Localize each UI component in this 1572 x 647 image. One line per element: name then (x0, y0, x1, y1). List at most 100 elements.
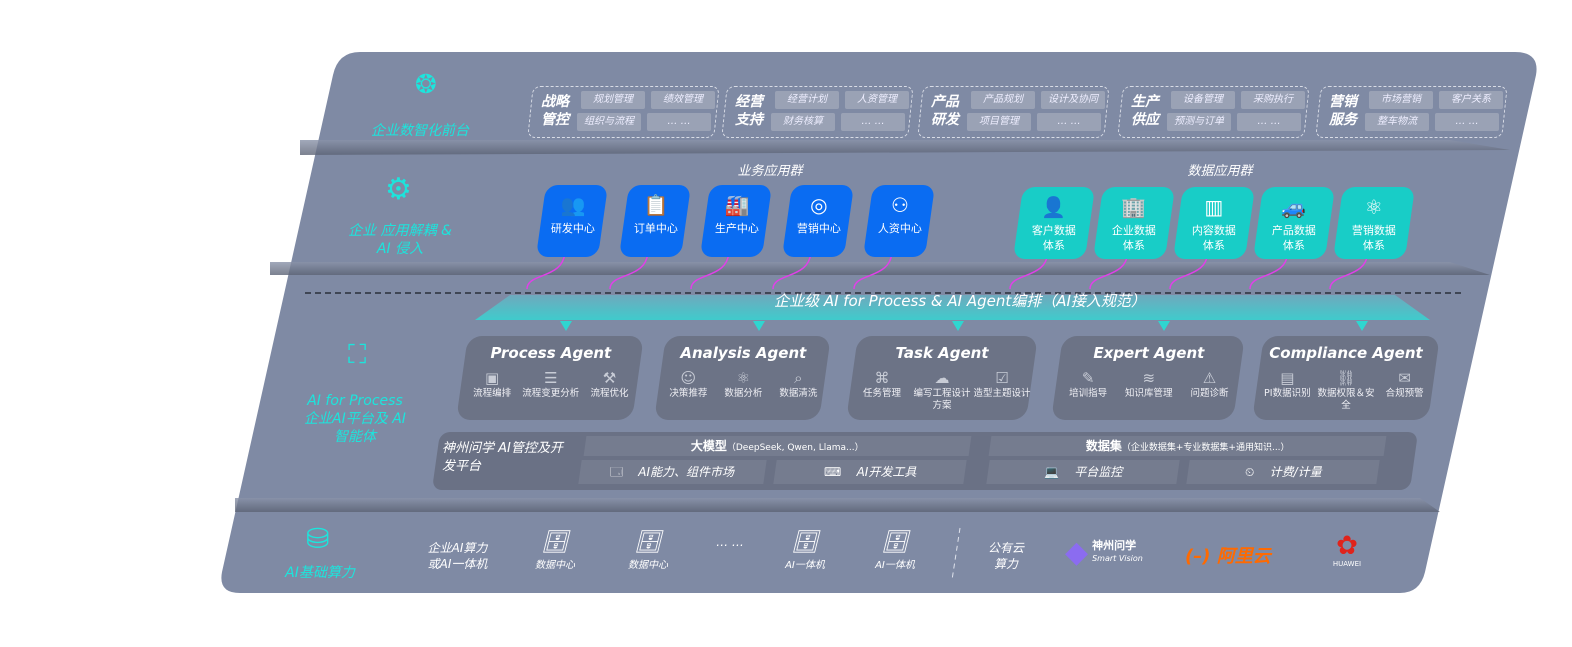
front-group: 生产供应 设备管理 采购执行 预测与订单 … … (1117, 86, 1310, 138)
agent-capability[interactable]: ⚛ 数据分析 (716, 368, 770, 400)
business-app-label: 研发中心 (550, 222, 595, 235)
front-chip[interactable]: … … (1435, 113, 1499, 131)
infra-item: 🗄 数据中心 (525, 530, 585, 571)
front-chip[interactable]: … … (647, 113, 711, 131)
front-chip[interactable]: 采购执行 (1241, 91, 1305, 109)
data-app-card[interactable]: ▥ 内容数据体系 (1172, 187, 1256, 259)
capability-icon: ≋ (1142, 369, 1156, 387)
diamond-logo-icon: ◆ (1065, 535, 1089, 570)
front-chip[interactable]: 客户关系 (1439, 91, 1503, 109)
agent-capability[interactable]: ⚒ 流程优化 (580, 368, 638, 400)
atom-icon: ⚛ (1364, 195, 1383, 219)
vendor-name: 阿里云 (1216, 546, 1271, 567)
capability-icon: ✎ (1081, 369, 1095, 387)
market-button[interactable]: 🗔 AI能力、组件市场 (578, 460, 767, 484)
agent-capability[interactable]: ⌘ 任务管理 (852, 368, 911, 412)
vendor-sub: Smart Vision (1092, 554, 1143, 563)
agent-capability[interactable]: ☰ 流程变更分析 (522, 368, 580, 400)
agent-capability[interactable]: ✉ 合规预警 (1376, 368, 1434, 412)
front-chip[interactable]: 财务核算 (771, 113, 835, 131)
agent-card[interactable]: Expert Agent ✎ 培训指导 ≋ 知识库管理 ⚠ 问题诊断 (1051, 336, 1245, 420)
agent-capability[interactable]: ☺ 决策推荐 (661, 368, 715, 400)
business-app-card[interactable]: 🏭 生产中心 (699, 185, 773, 257)
front-chip[interactable]: … … (1037, 113, 1101, 131)
agent-capability[interactable]: ⚠ 问题诊断 (1179, 368, 1239, 400)
agent-card[interactable]: Compliance Agent ▤ PI数据识别 ⛓ 数据权限＆安全 ✉ 合规预警 (1252, 336, 1440, 420)
front-chip[interactable]: 人资管理 (845, 91, 909, 109)
agent-capability-label: 数据分析 (724, 388, 763, 399)
agent-capability[interactable]: ☁ 编写工程设计方案 (912, 368, 971, 412)
agent-capability-label: 数据清洗 (779, 388, 818, 399)
agent-capability[interactable]: ▣ 流程编排 (463, 368, 521, 400)
capability-icon: ⚠ (1202, 369, 1217, 387)
server-icon: 🗄 (791, 530, 819, 555)
infra-item-label: AI一体机 (875, 560, 915, 571)
agent-capability[interactable]: ✎ 培训指导 (1058, 368, 1118, 400)
monitor-label: 平台监控 (1074, 465, 1123, 479)
data-app-card[interactable]: ⚛ 营销数据体系 (1332, 187, 1416, 259)
data-app-card[interactable]: 👤 客户数据体系 (1012, 187, 1096, 259)
front-chip[interactable]: 组织与流程 (577, 113, 641, 131)
front-chip[interactable]: 市场营销 (1369, 91, 1433, 109)
up-down-arrow-icon (752, 321, 765, 331)
front-chip[interactable]: … … (1237, 113, 1301, 131)
front-chip[interactable]: 规划管理 (581, 91, 645, 109)
business-app-card[interactable]: 👥 研发中心 (535, 185, 609, 257)
data-app-card[interactable]: 🚙 产品数据体系 (1252, 187, 1336, 259)
models-label: 大模型 (690, 439, 727, 453)
agent-card[interactable]: Analysis Agent ☺ 决策推荐 ⚛ 数据分析 ⌕ 数据清洗 (654, 336, 831, 420)
orchestration-banner: 企业级 AI for Process & AI Agent编排（AI接入规范） (774, 292, 1146, 310)
infra-item-label: 数据中心 (535, 560, 575, 571)
front-chip[interactable]: 产品规划 (971, 91, 1035, 109)
billing-button[interactable]: ⏲ 计费/计量 (1186, 460, 1380, 484)
front-group-title: 经营支持 (735, 94, 763, 128)
front-chip[interactable]: 设备管理 (1171, 91, 1235, 109)
front-chip[interactable]: 预测与订单 (1167, 113, 1231, 131)
connector-curve (609, 249, 649, 290)
building-icon: 🏢 (1121, 195, 1147, 219)
business-app-card[interactable]: ⚇ 人资中心 (862, 185, 936, 257)
business-app-card[interactable]: ◎ 营销中心 (781, 185, 855, 257)
up-down-arrow-icon (1356, 321, 1368, 331)
front-chip[interactable]: 经营计划 (775, 91, 839, 109)
agent-capability-label: 决策推荐 (669, 388, 708, 399)
front-chip[interactable]: 绩效管理 (651, 91, 715, 109)
business-app-card[interactable]: 📋 订单中心 (618, 185, 692, 257)
car-icon: 🚙 (1281, 195, 1307, 219)
apps-label: 企业 应用解耦 & AI 侵入 (348, 223, 452, 257)
agent-capability[interactable]: ⛓ 数据权限＆安全 (1317, 368, 1375, 412)
huawei-logo: ✿ HUAWEI (1322, 532, 1372, 568)
front-chip[interactable]: … … (841, 113, 905, 131)
business-app-label: 营销中心 (796, 222, 841, 235)
front-group: 产品研发 产品规划 设计及协同 项目管理 … … (917, 86, 1110, 138)
agent-title: Expert Agent (1093, 344, 1205, 362)
target-icon: ◎ (810, 193, 828, 217)
aliyun-logo: (–) 阿里云 (1185, 546, 1271, 567)
agent-capability[interactable]: ☑ 造型主题设计 (972, 368, 1031, 412)
capability-icon: ⛓ (1336, 369, 1356, 387)
agent-capability[interactable]: ▤ PI数据识别 (1258, 368, 1316, 412)
up-down-arrow-icon (560, 321, 572, 331)
brain-icon: ❂ (415, 70, 437, 100)
capability-icon: ⚛ (736, 369, 751, 387)
agent-capability-label: 数据权限＆安全 (1317, 388, 1375, 411)
server-icon: 🗄 (634, 530, 662, 555)
data-app-card[interactable]: 🏢 企业数据体系 (1092, 187, 1176, 259)
agent-capability-label: 编写工程设计方案 (913, 388, 971, 411)
agent-capability[interactable]: ⌕ 数据清洗 (771, 368, 825, 400)
infra-item: 🗄 AI一体机 (865, 530, 925, 571)
dev-tools-button[interactable]: ⌨ AI开发工具 (773, 460, 967, 484)
monitor-button[interactable]: 💻 平台监控 (986, 460, 1180, 484)
users-icon: 👥 (560, 193, 586, 217)
front-chip[interactable]: 设计及协同 (1041, 91, 1105, 109)
up-down-arrow-icon (952, 321, 964, 331)
agent-capability[interactable]: ≋ 知识库管理 (1119, 368, 1179, 400)
infra-item: 🗄 AI一体机 (775, 530, 835, 571)
public-cloud-label: 公有云 算力 (987, 541, 1024, 571)
data-apps-title: 数据应用群 (1187, 164, 1253, 179)
agent-capability-label: 培训指导 (1069, 388, 1108, 399)
front-chip[interactable]: 项目管理 (967, 113, 1031, 131)
front-chip[interactable]: 整车物流 (1365, 113, 1429, 131)
agent-card[interactable]: Task Agent ⌘ 任务管理 ☁ 编写工程设计方案 ☑ 造型主题设计 (846, 336, 1038, 420)
agent-card[interactable]: Process Agent ▣ 流程编排 ☰ 流程变更分析 ⚒ 流程优化 (456, 336, 644, 420)
